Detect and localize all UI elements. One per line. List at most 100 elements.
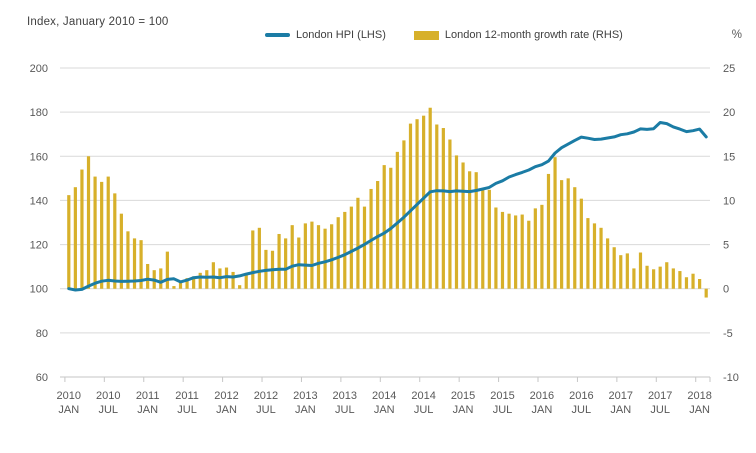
x-tick-month-label: JUL (650, 404, 670, 416)
right-axis-tick-label: -10 (723, 372, 739, 384)
growth-bar (238, 285, 242, 289)
chart-legend: London HPI (LHS) London 12-month growth … (265, 29, 623, 41)
growth-bar (231, 271, 235, 289)
growth-bar (67, 195, 71, 289)
growth-bar (192, 276, 196, 289)
growth-bar (435, 124, 439, 289)
legend-item-growth: London 12-month growth rate (RHS) (413, 29, 623, 41)
growth-bar (665, 262, 669, 289)
growth-bar (579, 198, 583, 289)
growth-bar (362, 206, 367, 289)
growth-bar (468, 171, 472, 289)
growth-bar (704, 288, 708, 298)
x-tick-month-label: JUL (335, 404, 355, 416)
growth-bar (290, 225, 294, 289)
growth-bar-swatch-icon (413, 30, 439, 40)
growth-bar (540, 204, 544, 289)
growth-bar (678, 271, 682, 289)
growth-bar (93, 176, 97, 289)
growth-bar (454, 155, 459, 289)
growth-bar (560, 180, 564, 289)
growth-bar (566, 178, 570, 289)
growth-bar (481, 189, 485, 289)
growth-bar (224, 267, 229, 289)
x-tick-year-label: 2015 (451, 390, 475, 402)
growth-bar (573, 187, 577, 289)
x-tick-month-label: JAN (689, 404, 710, 416)
growth-bar (606, 238, 610, 289)
x-tick-year-label: 2014 (411, 390, 435, 402)
growth-bar (514, 215, 518, 289)
growth-bar (645, 265, 649, 289)
growth-bar (507, 213, 511, 289)
left-axis-tick-label: 200 (30, 63, 48, 75)
growth-bar (159, 268, 163, 289)
growth-bar (395, 151, 399, 289)
x-tick-year-label: 2012 (214, 390, 238, 402)
growth-bar (376, 181, 380, 289)
x-tick-year-label: 2012 (254, 390, 278, 402)
growth-bar (474, 172, 478, 289)
x-tick-month-label: JUL (98, 404, 118, 416)
growth-bar (658, 266, 662, 289)
x-tick-year-label: 2011 (136, 390, 160, 402)
growth-bar (336, 217, 340, 289)
growth-bar (441, 128, 445, 289)
growth-bar (178, 281, 183, 289)
growth-bar (139, 240, 143, 289)
growth-bar (494, 207, 498, 289)
right-axis-tick-label: 15 (723, 151, 735, 163)
hpi-line (67, 121, 708, 292)
growth-bar (533, 208, 537, 289)
growth-bar (349, 206, 353, 289)
growth-bar (487, 189, 491, 289)
growth-bar (638, 252, 643, 289)
growth-bar (652, 269, 656, 289)
growth-bar (316, 225, 321, 289)
growth-bar (211, 262, 215, 289)
growth-bar (343, 211, 347, 289)
growth-bar (310, 221, 314, 289)
left-axis-tick-label: 60 (36, 372, 48, 384)
x-tick-month-label: JAN (374, 404, 395, 416)
right-axis-tick-label: 25 (723, 63, 735, 75)
x-tick-year-label: 2013 (333, 390, 357, 402)
x-tick-month-label: JAN (295, 404, 316, 416)
growth-bar (330, 224, 334, 289)
growth-bar (422, 115, 426, 289)
growth-bar (198, 272, 202, 289)
hpi-line-swatch-icon (265, 33, 290, 37)
growth-bar (86, 156, 91, 289)
x-tick-month-label: JAN (58, 404, 79, 416)
x-tick-year-label: 2017 (648, 390, 672, 402)
growth-bar (244, 274, 248, 289)
right-axis-tick-label: 0 (723, 284, 729, 296)
left-axis-tick-label: 100 (30, 284, 48, 296)
x-tick-year-label: 2015 (490, 390, 514, 402)
growth-bar (303, 223, 307, 289)
x-tick-month-label: JUL (414, 404, 434, 416)
growth-bar (106, 176, 110, 289)
x-tick-month-label: JAN (137, 404, 158, 416)
growth-bar (126, 231, 130, 289)
growth-bar (691, 273, 695, 289)
x-tick-year-label: 2010 (96, 390, 120, 402)
right-axis-tick-label: -5 (723, 328, 733, 340)
growth-bar (461, 162, 465, 289)
x-tick-year-label: 2013 (293, 390, 317, 402)
growth-bar (356, 197, 360, 289)
growth-bar (500, 211, 505, 289)
growth-bar (119, 213, 123, 289)
growth-bar-series (67, 107, 708, 298)
growth-bar (100, 181, 104, 289)
growth-bar (257, 227, 261, 289)
growth-bar (172, 286, 176, 289)
growth-bar (428, 107, 432, 289)
x-tick-year-label: 2017 (609, 390, 633, 402)
growth-bar (146, 263, 150, 289)
growth-bar (297, 237, 301, 289)
growth-bar (323, 228, 327, 289)
right-axis-tick-label: 5 (723, 240, 729, 252)
growth-bar (612, 247, 616, 289)
